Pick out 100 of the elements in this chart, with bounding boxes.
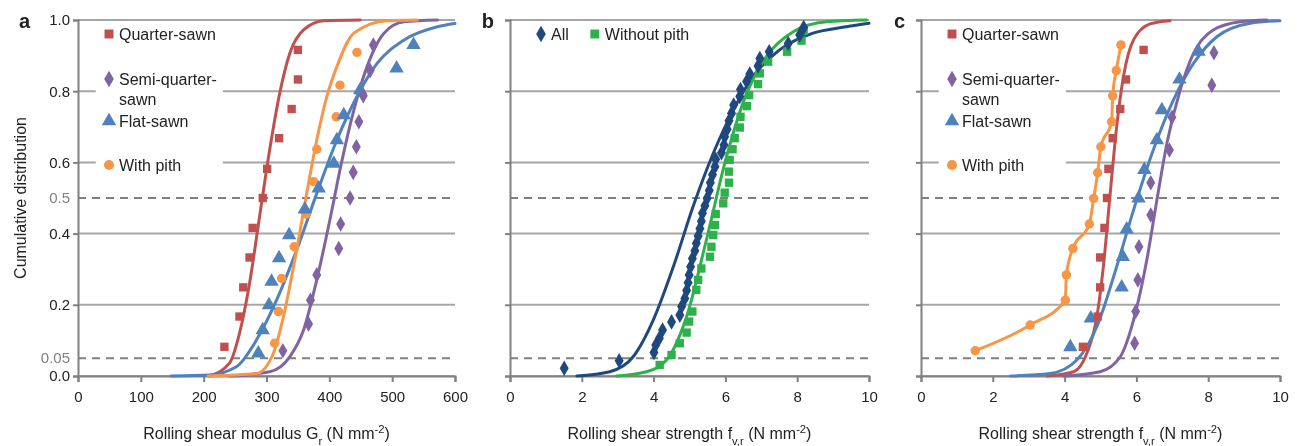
point: [675, 339, 684, 348]
point: [293, 75, 303, 84]
legend-label: With pith: [962, 156, 1025, 174]
point: [1108, 134, 1117, 143]
point: [245, 253, 254, 262]
legend-label: All: [551, 25, 569, 43]
point: [692, 285, 701, 295]
point: [1092, 168, 1103, 178]
point: [248, 223, 257, 233]
x-tick-label: 8: [793, 387, 802, 405]
point: [276, 273, 287, 284]
point: [326, 155, 341, 168]
point: [281, 226, 297, 240]
x-tick-label: 300: [254, 387, 280, 405]
y-tick-label: 0.0: [49, 367, 70, 385]
point: [724, 178, 734, 187]
point: [329, 131, 345, 145]
point: [753, 79, 763, 89]
point: [730, 134, 739, 143]
point: [1106, 117, 1117, 127]
point: [1102, 193, 1112, 203]
point: [262, 164, 272, 173]
x-tick-label: 4: [649, 387, 659, 405]
legend-label: Without pith: [604, 25, 690, 43]
x-axis-title: Rolling shear strength f$_{v,r}$ (N mm$^{-2}$): [567, 423, 812, 446]
point: [235, 312, 244, 321]
legend-label: Semi-quarter-sawn: [962, 70, 1060, 109]
point: [255, 321, 270, 335]
legend-label: Flat-sawn: [119, 112, 189, 130]
point: [688, 307, 697, 316]
point: [1139, 45, 1148, 55]
point: [970, 346, 980, 356]
y-tick-label: 0.2: [49, 296, 70, 314]
point: [336, 106, 351, 120]
point: [1107, 91, 1118, 101]
point: [1119, 221, 1134, 234]
point: [682, 328, 691, 337]
x-tick-label: 6: [721, 387, 731, 405]
point: [736, 112, 745, 122]
point: [720, 188, 729, 197]
x-tick-label: 100: [128, 387, 154, 405]
point: [269, 338, 280, 348]
point: [1078, 342, 1088, 351]
point: [1100, 223, 1109, 233]
point: [742, 101, 752, 111]
x-tick-label: 10: [861, 387, 878, 405]
x-tick-label: 400: [317, 387, 343, 405]
point: [1154, 101, 1170, 115]
point: [711, 209, 720, 219]
x-axis-title: Rolling shear modulus G$_{r}$ (N mm$^{-2}$): [143, 423, 390, 446]
y-axis-title: Cumulative distribution: [12, 117, 29, 279]
chart-title: c: [893, 10, 905, 32]
point: [710, 220, 720, 230]
point: [239, 283, 248, 292]
point: [1095, 253, 1105, 262]
point: [724, 167, 734, 176]
y-tick-label: 0.8: [49, 82, 70, 100]
x-tick-label: 2: [989, 387, 998, 405]
point: [763, 57, 773, 66]
point: [406, 36, 421, 50]
ref-line-label: 0.5: [49, 189, 70, 207]
point: [297, 201, 313, 214]
point: [293, 45, 303, 55]
point: [1149, 131, 1165, 145]
point: [352, 47, 362, 58]
x-tick-label: 8: [1204, 387, 1213, 405]
point: [1115, 248, 1130, 261]
point: [251, 344, 266, 358]
point: [1121, 75, 1131, 84]
point: [271, 249, 287, 263]
point: [1137, 161, 1152, 175]
x-tick-label: 6: [1132, 387, 1142, 405]
x-tick-label: 10: [1272, 387, 1289, 405]
point: [719, 199, 728, 208]
point: [1084, 219, 1095, 229]
point: [1116, 40, 1126, 50]
point: [684, 317, 694, 326]
point: [735, 123, 744, 132]
point: [264, 273, 279, 286]
point: [705, 252, 715, 261]
point: [1068, 243, 1078, 254]
point: [1191, 43, 1206, 56]
point: [312, 144, 322, 154]
legend-label: With pith: [119, 156, 182, 174]
point: [311, 180, 326, 193]
y-tick-label: 0.6: [49, 153, 70, 171]
chart-title: b: [481, 10, 494, 32]
point: [1096, 142, 1106, 152]
legend-label: Quarter-sawn: [119, 25, 216, 43]
point: [693, 275, 703, 285]
point: [220, 342, 229, 351]
point: [1104, 164, 1113, 173]
point: [667, 350, 676, 360]
x-tick-label: 0: [506, 387, 515, 405]
point: [1172, 71, 1187, 84]
point: [1116, 104, 1125, 114]
x-tick-label: 0: [917, 387, 926, 405]
point: [1025, 320, 1035, 330]
point: [1063, 338, 1078, 352]
point: [289, 242, 299, 252]
